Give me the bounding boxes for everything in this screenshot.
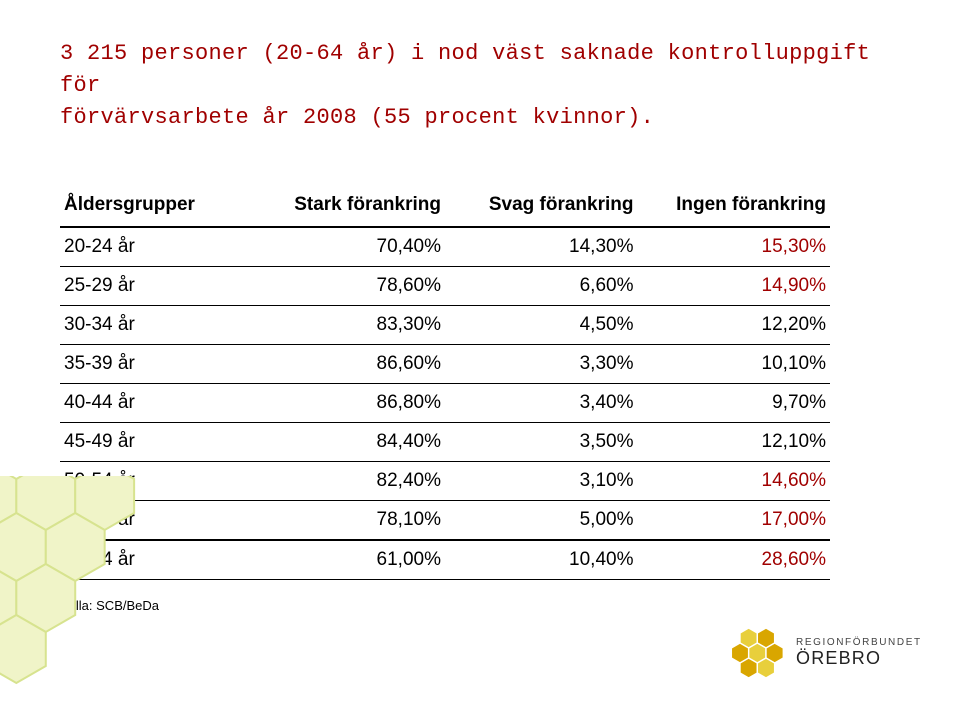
table-cell: 83,30% <box>237 305 445 344</box>
table-cell: 86,60% <box>237 344 445 383</box>
table-cell: 55-59 år <box>60 500 237 540</box>
data-table-container: Åldersgrupper Stark förankring Svag föra… <box>60 186 830 613</box>
table-row: 30-34 år83,30%4,50%12,20% <box>60 305 830 344</box>
table-cell: 82,40% <box>237 461 445 500</box>
table-cell: 28,60% <box>637 540 830 580</box>
table-row: 55-59 år78,10%5,00%17,00% <box>60 500 830 540</box>
table-cell: 12,20% <box>637 305 830 344</box>
table-row: 50-54 år82,40%3,10%14,60% <box>60 461 830 500</box>
table-cell: 15,30% <box>637 227 830 267</box>
logo-text: REGIONFÖRBUNDET ÖREBRO <box>796 638 922 667</box>
col-header-svag: Svag förankring <box>445 186 638 227</box>
table-row: 20-24 år70,40%14,30%15,30% <box>60 227 830 267</box>
slide: 3 215 personer (20-64 år) i nod väst sak… <box>0 0 960 716</box>
table-cell: 14,30% <box>445 227 638 267</box>
table-cell: 40-44 år <box>60 383 237 422</box>
table-cell: 4,50% <box>445 305 638 344</box>
table-cell: 14,90% <box>637 266 830 305</box>
table-cell: 60-64 år <box>60 540 237 580</box>
logo-line-1: REGIONFÖRBUNDET <box>796 638 922 649</box>
logo-hex-icon <box>726 626 786 681</box>
source-label: Källa: SCB/BeDa <box>60 598 830 613</box>
table-cell: 14,60% <box>637 461 830 500</box>
table-cell: 5,00% <box>445 500 638 540</box>
table-cell: 3,30% <box>445 344 638 383</box>
data-table: Åldersgrupper Stark förankring Svag föra… <box>60 186 830 580</box>
table-cell: 45-49 år <box>60 422 237 461</box>
table-row: 45-49 år84,40%3,50%12,10% <box>60 422 830 461</box>
table-cell: 10,40% <box>445 540 638 580</box>
table-cell: 70,40% <box>237 227 445 267</box>
logo-line-2: ÖREBRO <box>796 649 922 668</box>
table-row: 60-64 år61,00%10,40%28,60% <box>60 540 830 580</box>
logo: REGIONFÖRBUNDET ÖREBRO <box>726 608 926 698</box>
table-cell: 6,60% <box>445 266 638 305</box>
table-cell: 86,80% <box>237 383 445 422</box>
title-line-1: 3 215 personer (20-64 år) i nod väst sak… <box>60 41 870 98</box>
table-cell: 3,50% <box>445 422 638 461</box>
table-cell: 17,00% <box>637 500 830 540</box>
table-cell: 84,40% <box>237 422 445 461</box>
table-cell: 35-39 år <box>60 344 237 383</box>
col-header-ingen: Ingen förankring <box>637 186 830 227</box>
col-header-stark: Stark förankring <box>237 186 445 227</box>
table-row: 35-39 år86,60%3,30%10,10% <box>60 344 830 383</box>
table-header-row: Åldersgrupper Stark förankring Svag föra… <box>60 186 830 227</box>
table-cell: 78,60% <box>237 266 445 305</box>
table-row: 40-44 år86,80%3,40%9,70% <box>60 383 830 422</box>
table-row: 25-29 år78,60%6,60%14,90% <box>60 266 830 305</box>
table-cell: 12,10% <box>637 422 830 461</box>
table-cell: 20-24 år <box>60 227 237 267</box>
table-cell: 10,10% <box>637 344 830 383</box>
title-line-2: förvärvsarbete år 2008 (55 procent kvinn… <box>60 105 654 130</box>
col-header-ageranges: Åldersgrupper <box>60 186 237 227</box>
slide-title: 3 215 personer (20-64 år) i nod väst sak… <box>60 38 880 134</box>
table-cell: 9,70% <box>637 383 830 422</box>
table-cell: 78,10% <box>237 500 445 540</box>
table-cell: 3,10% <box>445 461 638 500</box>
table-cell: 50-54 år <box>60 461 237 500</box>
table-cell: 25-29 år <box>60 266 237 305</box>
table-cell: 30-34 år <box>60 305 237 344</box>
table-cell: 3,40% <box>445 383 638 422</box>
table-cell: 61,00% <box>237 540 445 580</box>
